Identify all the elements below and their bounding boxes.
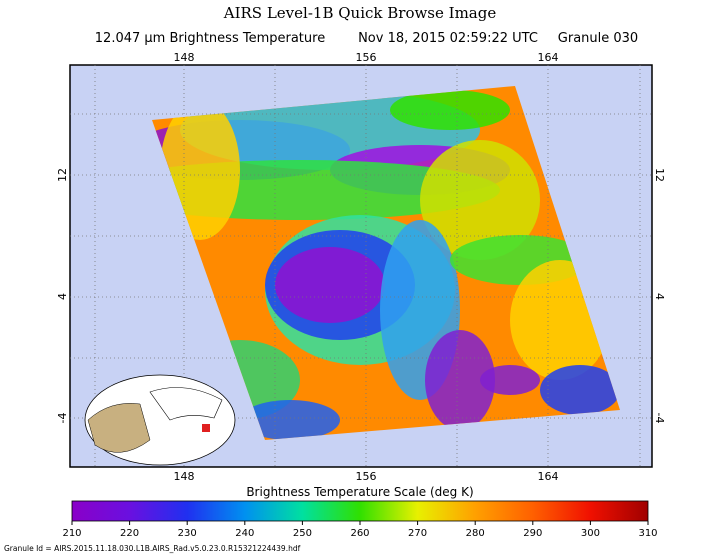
globe-inset [84, 374, 236, 466]
subtitle-band: 12.047 μm Brightness Temperature [95, 31, 325, 46]
colorbar-ticks: 210 220 230 240 250 260 270 280 290 300 310 [62, 521, 658, 539]
colorbar-tick-label: 250 [293, 528, 312, 539]
lon-label: 164 [538, 470, 559, 483]
colorbar-tick-label: 310 [638, 528, 657, 539]
cloud [240, 400, 340, 440]
colorbar-tick-label: 260 [350, 528, 369, 539]
colorbar-tick-label: 280 [466, 528, 485, 539]
colorbar [71, 500, 649, 522]
colorbar-tick-label: 220 [120, 528, 139, 539]
graticule [70, 65, 652, 467]
footer: Granule Id = AIRS.2015.11.18.030.L1B.AIR… [4, 544, 301, 553]
coordinate-labels: 148 148 156 156 164 164 12 12 4 4 -4 -4 [56, 51, 666, 483]
cloud [480, 365, 540, 395]
title: AIRS Level-1B Quick Browse Image [223, 4, 497, 22]
lon-label: 156 [356, 470, 377, 483]
lat-label: 4 [653, 293, 666, 300]
lon-label: 148 [174, 51, 195, 64]
lon-label: 164 [538, 51, 559, 64]
cloud [540, 365, 620, 415]
colorbar-title: Brightness Temperature Scale (deg K) [246, 485, 473, 499]
colorbar-tick-label: 300 [581, 528, 600, 539]
granule-marker [202, 424, 210, 432]
lat-label: -4 [653, 413, 666, 424]
land [87, 403, 151, 453]
colorbar-tick-label: 240 [235, 528, 254, 539]
lat-label: -4 [56, 413, 69, 424]
colorbar-tick-label: 290 [523, 528, 542, 539]
colorbar-tick-label: 230 [178, 528, 197, 539]
lat-label: 4 [56, 293, 69, 300]
lon-label: 156 [356, 51, 377, 64]
land [149, 387, 223, 421]
lat-label: 12 [56, 168, 69, 182]
cloud [275, 247, 385, 323]
cloud [420, 140, 540, 260]
colorbar-tick-label: 210 [62, 528, 81, 539]
subtitle-time: Nov 18, 2015 02:59:22 UTC [358, 31, 538, 46]
cloud [390, 90, 510, 130]
lat-label: 12 [653, 168, 666, 182]
colorbar-tick-label: 270 [408, 528, 427, 539]
subtitle-granule: Granule 030 [558, 31, 638, 46]
lon-label: 148 [174, 470, 195, 483]
cloud [425, 330, 495, 430]
